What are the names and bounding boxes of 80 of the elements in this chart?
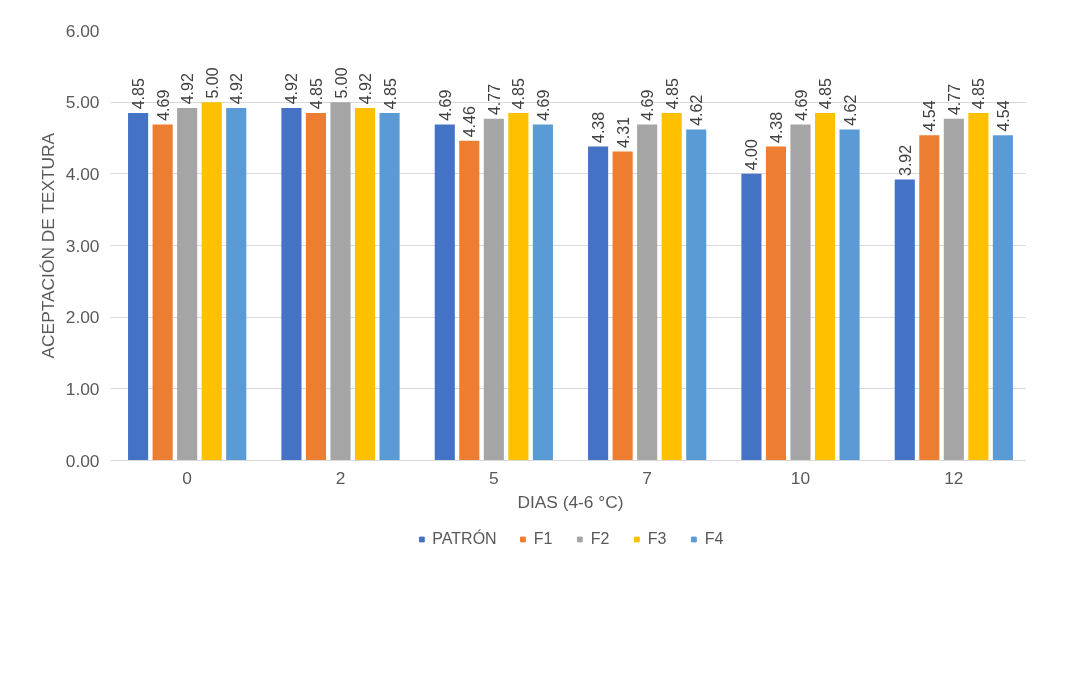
data-label: 5.00 bbox=[332, 67, 350, 99]
y-tick-label: 6.00 bbox=[65, 20, 100, 41]
bar bbox=[201, 102, 222, 461]
legend-label: F4 bbox=[704, 530, 725, 548]
data-label: 4.92 bbox=[357, 73, 375, 105]
data-label: 4.85 bbox=[381, 78, 399, 110]
bar bbox=[483, 118, 504, 461]
data-label: 4.31 bbox=[614, 116, 632, 149]
bar bbox=[379, 112, 400, 461]
legend-label: PATRÓN bbox=[432, 530, 497, 548]
x-tick-label: 5 bbox=[489, 467, 499, 488]
bar bbox=[152, 124, 173, 461]
data-label: 4.69 bbox=[639, 89, 657, 121]
bar bbox=[305, 112, 327, 461]
bar bbox=[765, 146, 787, 461]
legend-label: F3 bbox=[647, 530, 668, 548]
data-label: 4.62 bbox=[841, 94, 859, 126]
y-tick-label: 0.00 bbox=[65, 450, 100, 471]
data-label: 4.38 bbox=[767, 111, 785, 144]
data-label: 4.85 bbox=[817, 78, 835, 110]
bar bbox=[741, 173, 762, 461]
bar bbox=[894, 179, 915, 461]
bar bbox=[226, 107, 247, 461]
bar bbox=[612, 151, 633, 461]
bar bbox=[661, 112, 682, 461]
bar bbox=[637, 124, 658, 461]
x-tick-label: 7 bbox=[642, 467, 652, 488]
data-label: 4.38 bbox=[590, 111, 608, 144]
data-label: 4.69 bbox=[792, 89, 810, 121]
data-label: 4.85 bbox=[510, 78, 528, 110]
data-label: 4.85 bbox=[307, 78, 325, 110]
bar bbox=[919, 135, 940, 461]
bar bbox=[434, 124, 455, 461]
y-axis-title: ACEPTACIÓN DE TEXTURA bbox=[37, 132, 58, 359]
x-tick-label: 2 bbox=[335, 467, 346, 488]
x-tick-label: 10 bbox=[790, 467, 811, 488]
bar bbox=[992, 135, 1013, 461]
data-label: 4.54 bbox=[994, 100, 1012, 132]
bar bbox=[814, 112, 836, 461]
y-tick-label: 4.00 bbox=[65, 163, 100, 184]
bar bbox=[177, 107, 198, 461]
x-tick-label: 0 bbox=[182, 467, 192, 488]
bar bbox=[459, 140, 480, 461]
data-label: 4.92 bbox=[283, 73, 301, 105]
y-tick-label: 2.00 bbox=[65, 307, 100, 328]
data-label: 4.85 bbox=[130, 78, 148, 110]
data-label: 4.85 bbox=[663, 78, 681, 110]
bar bbox=[354, 107, 376, 461]
x-tick-label: 12 bbox=[944, 467, 964, 488]
data-label: 4.77 bbox=[945, 83, 963, 116]
bar bbox=[128, 112, 149, 461]
data-label: 4.77 bbox=[485, 83, 503, 116]
data-label: 5.00 bbox=[203, 67, 221, 99]
data-label: 4.54 bbox=[921, 100, 939, 132]
legend-label: F1 bbox=[533, 530, 554, 548]
y-tick-label: 5.00 bbox=[65, 92, 100, 113]
data-label: 4.62 bbox=[688, 94, 706, 126]
legend-label: F2 bbox=[590, 530, 611, 548]
bar bbox=[839, 129, 860, 461]
data-label: 4.69 bbox=[154, 89, 172, 121]
bar bbox=[532, 124, 553, 461]
bar bbox=[588, 146, 609, 461]
bar bbox=[686, 129, 707, 461]
bar bbox=[508, 112, 529, 461]
data-label: 4.69 bbox=[436, 89, 454, 121]
data-label: 4.85 bbox=[970, 78, 988, 110]
bar bbox=[943, 118, 964, 461]
data-label: 4.92 bbox=[228, 73, 246, 105]
data-label: 3.92 bbox=[896, 144, 914, 176]
data-label: 4.00 bbox=[743, 139, 761, 171]
bar bbox=[330, 102, 351, 461]
y-tick-label: 3.00 bbox=[65, 235, 100, 256]
data-label: 4.92 bbox=[179, 73, 197, 105]
bar bbox=[968, 112, 989, 461]
x-axis-title: DIAS (4-6 °C) bbox=[517, 491, 624, 512]
data-label: 4.69 bbox=[534, 89, 552, 121]
y-tick-label: 1.00 bbox=[65, 378, 100, 399]
data-label: 4.46 bbox=[461, 106, 479, 138]
bar bbox=[281, 107, 302, 461]
bar bbox=[790, 124, 811, 461]
